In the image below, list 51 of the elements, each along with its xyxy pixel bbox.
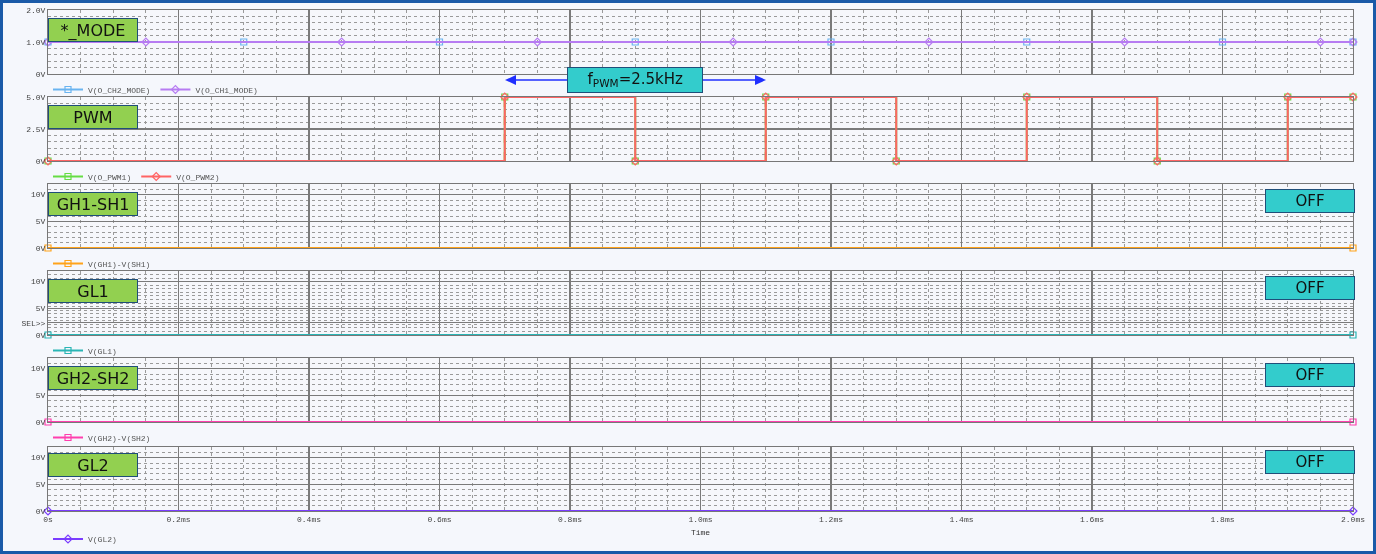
label-box: PWM (48, 105, 138, 129)
y-tick-label: 5.0V (26, 92, 46, 102)
legend-label: V(O_CH2_MODE) (88, 85, 151, 95)
label-box: GH1-SH1 (48, 192, 138, 216)
annotation: OFF (1295, 279, 1325, 297)
y-tick-label: 10V (30, 277, 46, 287)
x-tick-label: 1.0ms (688, 514, 713, 524)
label-box: OFF (1265, 450, 1355, 474)
x-tick-label: 1.2ms (818, 514, 844, 524)
x-axis-title: Time (690, 527, 711, 537)
x-tick-label: 0s (43, 514, 53, 524)
x-tick-label: 0.8ms (557, 514, 583, 524)
y-tick-label: 10V (30, 190, 46, 200)
legend-label: V(O_CH1_MODE) (195, 85, 258, 95)
legend-label: V(GH1)-V(SH1) (88, 259, 151, 269)
y-tick-label: SEL>> (21, 318, 46, 328)
y-tick-label: 0V (35, 506, 46, 516)
legend-label: V(GL1) (88, 346, 117, 356)
label-box: OFF (1265, 276, 1355, 300)
y-tick-label: 1.0V (26, 37, 46, 47)
legend-label: V(O_PWM1) (88, 172, 132, 182)
legend-label: V(GL2) (88, 535, 117, 545)
y-tick-label: 2.0V (26, 5, 46, 15)
y-tick-label: 10V (30, 453, 46, 463)
x-tick-label: 1.8ms (1210, 514, 1235, 524)
x-tick-label: 0.6ms (427, 514, 452, 524)
y-tick-label: 5V (35, 391, 46, 401)
label-box: GL2 (48, 453, 138, 477)
label-box: GH2-SH2 (48, 366, 138, 390)
y-tick-label: 5V (35, 217, 46, 227)
x-tick-label: 1.6ms (1079, 514, 1105, 524)
label-box: OFF (1265, 363, 1355, 387)
y-tick-label: 5V (35, 304, 46, 314)
y-tick-label: 0V (35, 69, 46, 79)
y-tick-label: 10V (30, 364, 46, 374)
label-box: f$_{PWM}$=2.5kHz (567, 67, 704, 93)
legend-label: V(GH2)-V(SH2) (88, 433, 151, 443)
label-box: *_MODE (48, 18, 138, 42)
annotation: OFF (1295, 453, 1325, 471)
annotation: f$_{PWM}$=2.5kHz (587, 70, 683, 90)
x-tick-label: 0.2ms (166, 514, 191, 524)
legend-label: V(O_PWM2) (176, 172, 220, 182)
label-box: GL1 (48, 279, 138, 303)
label-box: OFF (1265, 189, 1355, 213)
x-tick-label: 1.4ms (949, 514, 974, 524)
x-tick-label: 2.0ms (1340, 514, 1366, 524)
y-tick-label: 2.5V (26, 124, 46, 134)
annotation: OFF (1295, 366, 1325, 384)
x-tick-label: 0.4ms (296, 514, 322, 524)
annotation: OFF (1295, 192, 1325, 210)
y-tick-label: 5V (35, 480, 46, 490)
